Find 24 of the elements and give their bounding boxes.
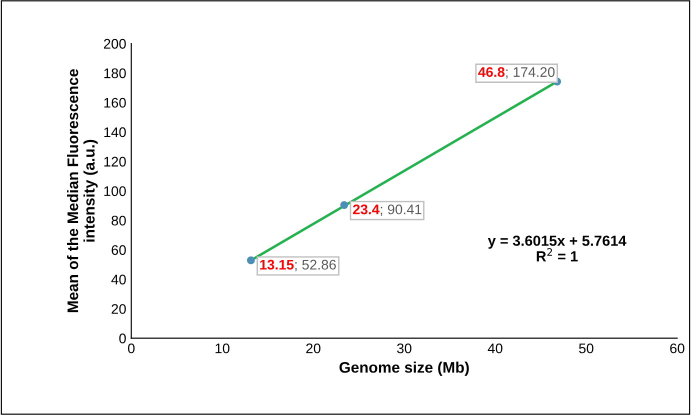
x-tick-label: 50 [579, 343, 594, 354]
annotation: y = 3.6015x + 5.7614 R$^{2}$ = 1 [488, 236, 626, 262]
y-tick-label: 40 [111, 274, 126, 284]
x-tick-label: 60 [670, 343, 684, 354]
y-tick-label: 120 [104, 156, 126, 167]
y-tick-label: 160 [104, 98, 126, 108]
y-tick-label: 60 [112, 245, 126, 255]
y-tick-label: 0 [119, 334, 126, 344]
y-tick-label: 180 [104, 68, 126, 78]
x-axis-title: Genome size (Mb) [340, 362, 469, 376]
annotation: 13.15; 52.86 [260, 260, 336, 272]
y-tick-label: 140 [104, 127, 126, 138]
annotation: 46.8; 174.20 [478, 67, 555, 79]
x-tick-label: 30 [397, 343, 412, 354]
x-tick-label: 0 [128, 343, 135, 354]
y-axis-title: Mean of the Median Fluorescence intensity (a.u.) [67, 69, 98, 312]
x-tick-label: 10 [216, 343, 230, 354]
y-tick-label: 80 [112, 216, 126, 226]
y-tick-label: 200 [104, 38, 126, 49]
y-tick-label: 100 [104, 186, 126, 196]
x-tick-label: 20 [306, 343, 320, 354]
x-tick-label: 40 [488, 343, 502, 354]
annotation: 23.4; 90.41 [353, 204, 422, 216]
y-tick-label: 20 [112, 304, 126, 314]
